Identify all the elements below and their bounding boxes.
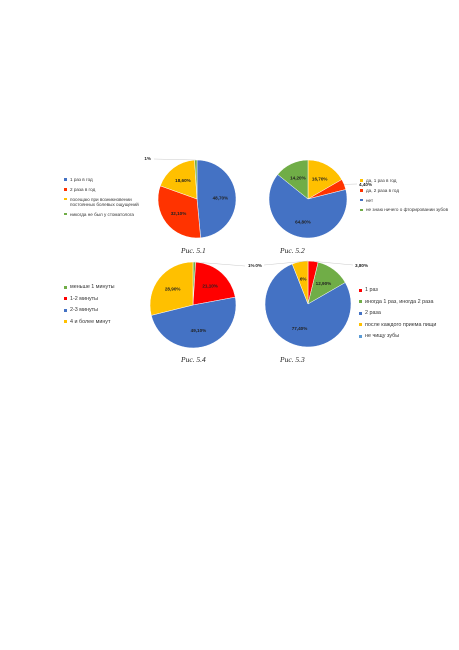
legend-swatch bbox=[64, 188, 67, 191]
leader-line bbox=[194, 261, 246, 267]
caption-fig-5-3: Рис. 5.3 bbox=[280, 355, 305, 364]
legend-label: 2 раза в год bbox=[70, 186, 96, 192]
chart-fig-5-1: 1 раз в год 2 раза в год посещаю при воз… bbox=[60, 150, 250, 250]
pie-slice bbox=[159, 159, 198, 200]
data-label: 1% bbox=[248, 263, 255, 268]
legend-label: меньше 1 минуты bbox=[70, 284, 115, 290]
legend-swatch bbox=[360, 189, 363, 192]
legend-swatch bbox=[64, 212, 67, 216]
legend-item: нет bbox=[360, 198, 452, 203]
legend-label: никогда не был у стоматолога bbox=[70, 211, 134, 217]
data-label: 12,90% bbox=[316, 281, 332, 286]
pie-slice bbox=[192, 261, 236, 306]
data-label: 14,20% bbox=[290, 175, 306, 180]
pie-slice bbox=[150, 296, 237, 349]
data-label: 16,70% bbox=[312, 176, 328, 181]
data-label: 28,90% bbox=[165, 287, 181, 292]
leader-line bbox=[263, 260, 309, 266]
legend-label: после каждого приема пищи bbox=[365, 321, 437, 328]
legend-item: 2-3 минуты bbox=[64, 307, 149, 313]
pie-slice bbox=[264, 263, 352, 348]
data-label: 77,40% bbox=[292, 326, 308, 331]
legend-item: 1 раз в год bbox=[64, 177, 156, 182]
legend-item: не чищу зубы bbox=[359, 333, 455, 339]
chart-fig-5-3: 1 раз иногда 1 раз, иногда 2 раза 2 раза… bbox=[255, 258, 455, 358]
legend-swatch bbox=[360, 198, 363, 202]
legend-label: не чищу зубы bbox=[365, 333, 400, 340]
pie-slice bbox=[268, 174, 348, 239]
legend-label: да, 1 раз в год bbox=[366, 178, 397, 183]
legend-item: иногда 1 раз, иногда 2 раза bbox=[359, 299, 455, 305]
pie-slice bbox=[277, 159, 309, 200]
data-label: 49,10% bbox=[191, 328, 207, 333]
data-label: 48,70% bbox=[213, 196, 229, 201]
legend-item: 1-2 минуты bbox=[64, 296, 149, 302]
chart-fig-5-2: да, 1 раз в год да, 2 раза в год нет не … bbox=[255, 150, 455, 250]
pie-slice bbox=[157, 185, 201, 239]
legend-label: 1-2 минуты bbox=[70, 295, 99, 302]
data-label: 0% bbox=[255, 263, 262, 268]
data-label: 64,80% bbox=[295, 219, 311, 224]
legend-swatch bbox=[64, 320, 67, 324]
legend-swatch bbox=[64, 178, 67, 181]
legend-swatch bbox=[64, 285, 67, 289]
legend-fig-5-4: меньше 1 минуты 1-2 минуты 2-3 минуты 4 … bbox=[64, 284, 149, 330]
legend-swatch bbox=[64, 308, 67, 312]
pie-fig-5-3: 3,80% 12,90% 77,40% 6% 0% bbox=[255, 260, 368, 348]
legend-item: никогда не был у стоматолога bbox=[64, 212, 156, 217]
pie-slice bbox=[149, 261, 194, 316]
legend-label: 1 раз в год bbox=[70, 177, 93, 182]
legend-item: 2 раза bbox=[359, 310, 455, 316]
pie-fig-5-1: 48,70% 32,10% 18,60% 1% bbox=[144, 156, 237, 239]
legend-item: да, 1 раз в год bbox=[360, 178, 452, 183]
legend-swatch bbox=[359, 323, 362, 327]
legend-swatch bbox=[64, 297, 67, 301]
chart-fig-5-4: меньше 1 минуты 1-2 минуты 2-3 минуты 4 … bbox=[60, 258, 255, 358]
legend-label: 2 раза bbox=[365, 310, 381, 317]
legend-label: не знаю ничего о фторировании зубов bbox=[366, 207, 449, 213]
legend-fig-5-3: 1 раз иногда 1 раз, иногда 2 раза 2 раза… bbox=[359, 287, 455, 345]
caption-fig-5-1: Рис. 5.1 bbox=[181, 246, 206, 255]
leader-line bbox=[313, 261, 354, 266]
legend-label: да, 2 раза в год bbox=[366, 187, 400, 193]
data-label: 32,10% bbox=[171, 211, 187, 216]
data-label: 1% bbox=[144, 156, 151, 161]
data-label: 6% bbox=[300, 276, 307, 281]
data-label: 3,80% bbox=[355, 263, 368, 268]
legend-item: посещаю при возникновении постоянных бол… bbox=[64, 197, 156, 207]
data-label: 4,40% bbox=[359, 182, 372, 187]
legend-label: посещаю при возникновении постоянных бол… bbox=[70, 196, 139, 207]
legend-fig-5-2: да, 1 раз в год да, 2 раза в год нет не … bbox=[360, 178, 452, 217]
legend-swatch bbox=[360, 208, 363, 212]
pie-fig-5-4: 1% 21,10% 49,10% 28,90% bbox=[149, 261, 255, 349]
leader-line bbox=[153, 158, 196, 161]
legend-item: не знаю ничего о фторировании зубов bbox=[360, 207, 452, 212]
legend-item: 2 раза в год bbox=[64, 187, 156, 192]
data-label: 18,60% bbox=[175, 178, 191, 183]
legend-label: нет bbox=[366, 197, 374, 203]
legend-swatch bbox=[359, 334, 362, 338]
pie-fig-5-2: 16,70% 4,40% 64,80% 14,20% bbox=[268, 159, 372, 239]
legend-swatch bbox=[360, 179, 363, 182]
legend-item: да, 2 раза в год bbox=[360, 188, 452, 193]
legend-item: 1 раз bbox=[359, 287, 455, 293]
legend-label: 4 и более минут bbox=[70, 318, 111, 325]
legend-swatch bbox=[359, 300, 362, 304]
caption-fig-5-4: Рис. 5.4 bbox=[181, 355, 206, 364]
legend-label: 2-3 минуты bbox=[70, 307, 99, 314]
legend-swatch bbox=[359, 311, 362, 315]
legend-label: иногда 1 раз, иногда 2 раза bbox=[365, 298, 434, 305]
legend-swatch bbox=[64, 197, 67, 201]
data-label: 21,10% bbox=[202, 283, 218, 288]
legend-label: 1 раз bbox=[365, 287, 378, 293]
legend-item: меньше 1 минуты bbox=[64, 284, 149, 290]
caption-fig-5-2: Рис. 5.2 bbox=[280, 246, 305, 255]
legend-fig-5-1: 1 раз в год 2 раза в год посещаю при воз… bbox=[64, 177, 156, 221]
legend-item: после каждого приема пищи bbox=[359, 322, 455, 328]
legend-item: 4 и более минут bbox=[64, 319, 149, 325]
pie-slice bbox=[196, 159, 237, 239]
legend-swatch bbox=[359, 288, 362, 292]
